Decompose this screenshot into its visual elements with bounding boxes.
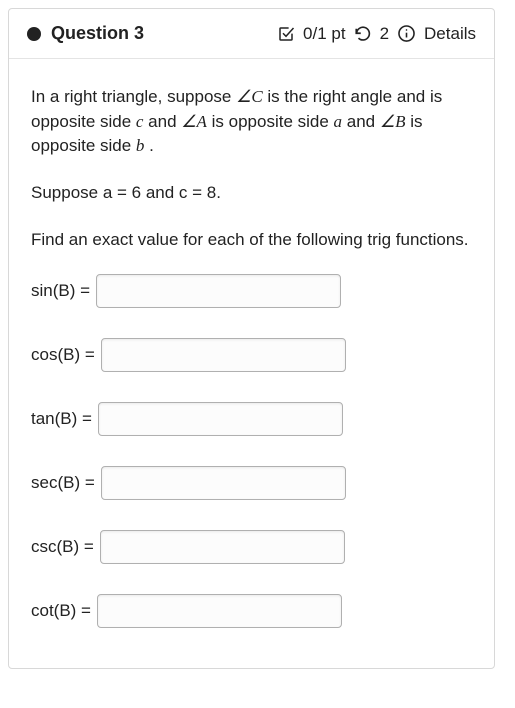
question-title: Question 3 [51, 23, 144, 44]
field-label-csc: csc(B) = [31, 535, 94, 560]
field-row: csc(B) = [31, 530, 472, 564]
tan-b-input[interactable] [98, 402, 343, 436]
prompt-paragraph-2: Suppose a = 6 and c = 8. [31, 181, 472, 206]
field-label-cot: cot(B) = [31, 599, 91, 624]
field-label-sec: sec(B) = [31, 471, 95, 496]
prompt-paragraph-1: In a right triangle, suppose ∠C is the r… [31, 85, 472, 159]
cot-b-input[interactable] [97, 594, 342, 628]
csc-b-input[interactable] [100, 530, 345, 564]
status-bullet-icon [27, 27, 41, 41]
angle-symbol: ∠ [380, 112, 395, 131]
checkbox-icon [277, 25, 295, 43]
attempts-text: 2 [380, 24, 389, 44]
var-C: C [251, 87, 262, 106]
field-label-sin: sin(B) = [31, 279, 90, 304]
txt: is opposite side [207, 112, 334, 131]
question-body: In a right triangle, suppose ∠C is the r… [9, 59, 494, 668]
txt: and [342, 112, 380, 131]
question-header: Question 3 0/1 pt 2 [9, 9, 494, 59]
header-left: Question 3 [27, 23, 144, 44]
retry-icon [354, 25, 372, 43]
angle-symbol: ∠ [236, 87, 251, 106]
field-label-cos: cos(B) = [31, 343, 95, 368]
field-row: tan(B) = [31, 402, 472, 436]
prompt-paragraph-3: Find an exact value for each of the foll… [31, 228, 472, 253]
details-link[interactable]: Details [424, 24, 476, 44]
sin-b-input[interactable] [96, 274, 341, 308]
field-label-tan: tan(B) = [31, 407, 92, 432]
field-row: sin(B) = [31, 274, 472, 308]
txt: In a right triangle, suppose [31, 87, 236, 106]
header-right: 0/1 pt 2 Details [277, 24, 476, 44]
question-card: Question 3 0/1 pt 2 [8, 8, 495, 669]
txt: . [144, 136, 153, 155]
txt: and [143, 112, 181, 131]
var-B: B [395, 112, 405, 131]
var-a: a [334, 112, 343, 131]
points-text: 0/1 pt [303, 24, 346, 44]
field-row: cot(B) = [31, 594, 472, 628]
var-A: A [197, 112, 207, 131]
angle-symbol: ∠ [181, 112, 196, 131]
cos-b-input[interactable] [101, 338, 346, 372]
field-row: cos(B) = [31, 338, 472, 372]
sec-b-input[interactable] [101, 466, 346, 500]
answer-fields: sin(B) = cos(B) = tan(B) = sec(B) = csc(… [31, 274, 472, 628]
info-icon [397, 24, 416, 43]
field-row: sec(B) = [31, 466, 472, 500]
